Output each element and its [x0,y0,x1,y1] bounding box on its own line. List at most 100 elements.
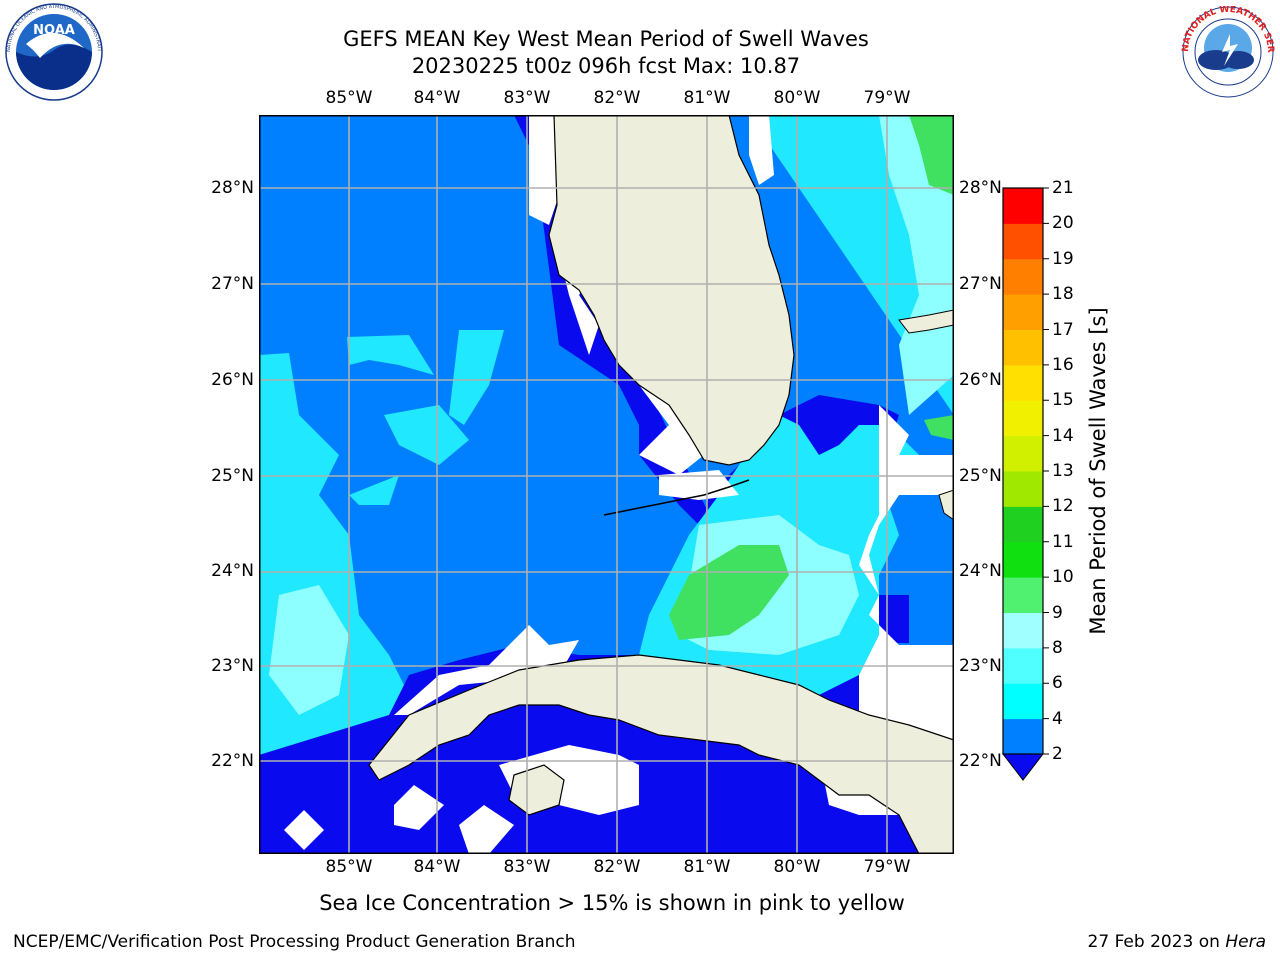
colorbar-tick-label: 20 [1052,213,1074,234]
band-8-10-west [269,585,349,715]
colorbar-segment [1003,223,1043,260]
lat-label-left: 24°N [211,561,254,581]
lon-label-top: 84°W [413,88,461,108]
colorbar-tick-label: 14 [1052,425,1074,446]
no-data-northwest [529,115,559,225]
lat-label-left: 26°N [211,370,254,390]
lat-label-right: 23°N [959,656,1002,676]
colorbar-tick-label: 4 [1052,708,1063,729]
band-6-8-center4 [349,475,399,505]
footer-credit: NCEP/EMC/Verification Post Processing Pr… [13,932,576,952]
colorbar-tick-label: 19 [1052,248,1074,269]
colorbar-tick-label: 9 [1052,602,1063,623]
colorbar-tick-label: 11 [1052,531,1074,552]
band-8-10-northeast [879,115,954,415]
colorbar-segment [1003,612,1043,649]
lat-label-left: 23°N [211,656,254,676]
land-florida [548,115,795,466]
lat-label-right: 28°N [959,178,1002,198]
lon-label-top: 81°W [683,88,731,108]
lon-label-bottom: 80°W [773,857,821,877]
footer-machine: Hera [1225,932,1266,952]
no-data-fl-south [639,385,704,475]
colorbar-segment [1003,506,1043,543]
lat-label-left: 28°N [211,178,254,198]
colorbar-tick-label: 8 [1052,637,1063,658]
colorbar-segment [1003,471,1043,507]
band-10-12-northeast [909,115,954,195]
no-data-keys [659,470,739,500]
colorbar-tick-label: 17 [1052,319,1074,340]
lat-label-right: 26°N [959,370,1002,390]
lon-label-top: 79°W [863,88,911,108]
swell-period-map [259,115,954,854]
lon-label-bottom: 79°W [863,857,911,877]
lat-label-right: 27°N [959,274,1002,294]
lat-label-left: 22°N [211,751,254,771]
footer-date-text: 27 Feb 2023 on [1087,932,1226,952]
lat-label-right: 24°N [959,561,1002,581]
band-10-12-east [669,545,789,640]
colorbar-segment [1003,294,1043,330]
lat-label-right: 25°N [959,466,1002,486]
land-bahamas-2 [938,489,954,521]
lon-label-top: 80°W [773,88,821,108]
no-data-diamond-2 [394,785,444,830]
colorbar-tick-label: 18 [1052,284,1074,305]
colorbar-tick-label: 10 [1052,567,1074,588]
colorbar-tick-label: 15 [1052,390,1074,411]
colorbar-tick-label: 13 [1052,461,1074,481]
land-bahamas-1 [898,309,954,334]
colorbar-tick-label: 6 [1052,673,1063,694]
nws-logo-icon: NATIONAL WEATHER SERVICE [1176,6,1275,98]
lon-label-bottom: 83°W [503,857,551,877]
lon-label-top: 85°W [325,88,373,108]
map-grid [259,115,954,854]
no-data-cuba-west [394,625,579,715]
lon-label-bottom: 84°W [413,857,461,877]
band-6-8-center2 [384,405,469,465]
svg-text:NOAA: NOAA [33,23,75,38]
land-cuba [368,654,954,854]
colorbar-segment [1003,647,1043,684]
lon-label-top: 83°W [503,88,551,108]
forecast-subtitle: 20230225 t00z 096h fcst Max: 10.87 [411,54,801,78]
chart-title: GEFS MEAN Key West Mean Period of Swell … [343,27,869,51]
colorbar-tick-label: 2 [1052,744,1063,764]
colorbar-tick-label: 12 [1052,496,1074,517]
land-isla-juventud [508,764,565,816]
colorbar-segment [1003,400,1043,437]
colorbar-tick-label: 16 [1052,354,1074,375]
colorbar-segment [1003,329,1043,366]
footer-date: 27 Feb 2023 on Hera [1088,932,1266,952]
lon-label-bottom: 81°W [683,857,731,877]
lon-label-top: 82°W [593,88,641,108]
colorbar-segment [1003,683,1043,720]
lon-label-bottom: 85°W [325,857,373,877]
colorbar-segment [1003,188,1043,224]
colorbar-segment [1003,718,1043,755]
colorbar-segment [1003,541,1043,578]
noaa-logo-icon: NOAA NATIONAL OCEANIC AND ATMOSPHERIC AD… [0,0,103,101]
map-frame [259,115,954,854]
sea-ice-note: Sea Ice Concentration > 15% is shown in … [319,891,905,915]
lon-label-bottom: 82°W [593,857,641,877]
band-6-8-center [347,335,434,375]
band-6-8-center3 [449,330,504,425]
colorbar-segment [1003,577,1043,613]
colorbar-segment [1003,258,1043,295]
colorbar-segment [1003,435,1043,472]
colorbar [1001,187,1049,781]
colorbar-frame [1002,187,1044,755]
lat-label-left: 25°N [211,466,254,486]
no-data-ne-1 [749,115,774,185]
no-data-diamond-1 [284,810,324,850]
florida-keys [603,479,750,516]
lat-label-left: 27°N [211,274,254,294]
band-10-12-east2 [924,415,954,440]
colorbar-segment [1003,364,1043,401]
colorbar-tick-label: 21 [1052,178,1074,198]
lat-label-right: 22°N [959,751,1002,771]
no-data-diamond-3 [459,805,514,854]
colorbar-extend-arrow [1001,753,1045,781]
